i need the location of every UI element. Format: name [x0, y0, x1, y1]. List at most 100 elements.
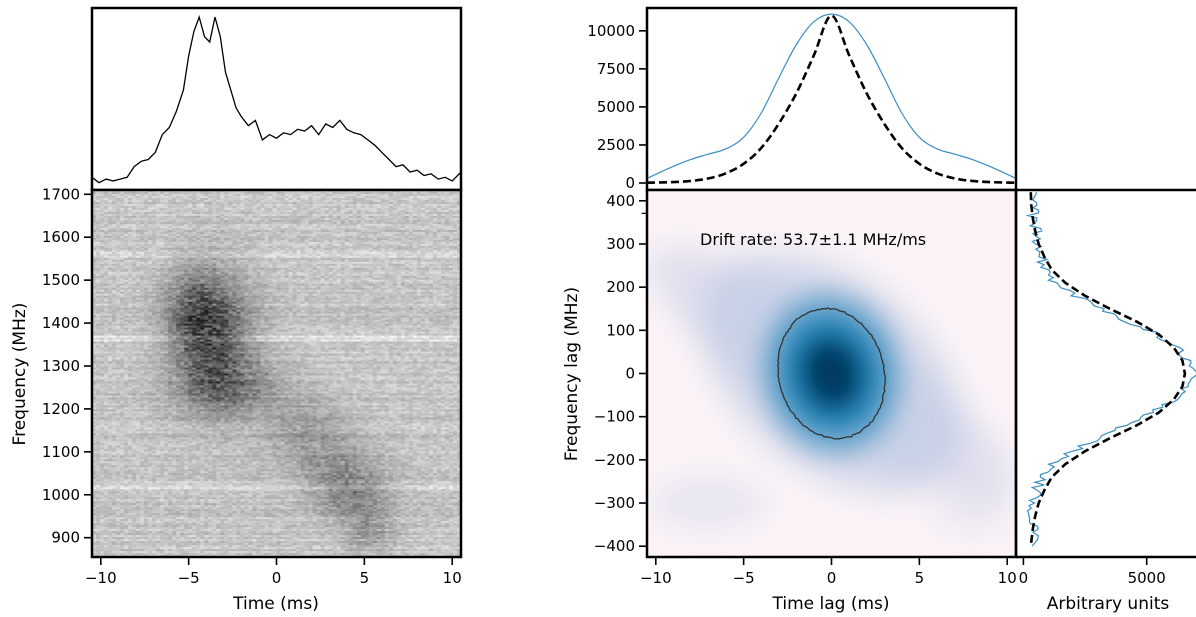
- spectrum-pixel: [240, 271, 245, 275]
- spectrum-pixel: [140, 277, 145, 281]
- spectrum-pixel: [376, 199, 382, 203]
- spectrum-pixel: [104, 211, 109, 215]
- spectrum-pixel: [232, 253, 237, 257]
- spectrum-pixel: [216, 245, 221, 249]
- spectrum-pixel: [128, 191, 133, 195]
- spectrum-pixel: [416, 191, 422, 195]
- spectrum-pixel: [256, 241, 261, 245]
- spectrum-pixel: [240, 277, 245, 281]
- spectrum-pixel: [284, 215, 289, 219]
- spectrum-pixel: [124, 287, 129, 291]
- spectrum-pixel: [108, 197, 113, 201]
- spectrum-pixel: [232, 213, 237, 217]
- spectrum-pixel: [180, 273, 185, 277]
- spectrum-pixel: [452, 213, 458, 217]
- spectrum-pixel: [408, 213, 414, 217]
- spectrum-pixel: [300, 197, 305, 201]
- spectrum-pixel: [404, 279, 410, 283]
- spectrum-pixel: [284, 255, 289, 259]
- spectrum-pixel: [212, 265, 217, 269]
- spectrum-pixel: [192, 229, 197, 233]
- spectrum-pixel: [132, 215, 137, 219]
- spectrum-pixel: [192, 295, 197, 298]
- spectrum-pixel: [188, 207, 193, 211]
- spectrum-pixel: [412, 239, 418, 243]
- spectrum-pixel: [216, 237, 221, 241]
- spectrum-pixel: [284, 263, 289, 267]
- spectrum-pixel: [152, 217, 157, 221]
- spectrum-pixel: [332, 243, 337, 247]
- spectrum-pixel: [408, 295, 414, 298]
- spectrum-pixel: [308, 213, 313, 217]
- spectrum-pixel: [356, 243, 362, 247]
- spectrum-pixel: [108, 231, 113, 235]
- spectrum-pixel: [156, 199, 161, 203]
- spectrum-pixel: [200, 231, 205, 235]
- spectrum-pixel: [140, 229, 145, 233]
- spectrum-pixel: [220, 251, 225, 255]
- spectrum-pixel: [268, 245, 273, 249]
- spectrum-pixel: [444, 265, 450, 269]
- spectrum-pixel: [168, 209, 173, 213]
- spectrum-pixel: [324, 213, 329, 217]
- spectrum-pixel: [340, 277, 345, 281]
- spectrum-pixel: [124, 251, 129, 255]
- spectrum-pixel: [236, 267, 241, 271]
- spectrum-pixel: [136, 293, 141, 297]
- spectrum-pixel: [280, 221, 285, 225]
- spectrum-pixel: [220, 275, 225, 279]
- spectrum-pixel: [316, 281, 321, 285]
- spectrum-pixel: [420, 205, 426, 209]
- spectrum-pixel: [156, 249, 161, 253]
- spectrum-pixel: [320, 289, 325, 293]
- spectrum-pixel: [252, 249, 257, 253]
- dynamic-spectrum-panel: −10 −5 0 5 109001000110012001300140015001600…: [10, 185, 463, 614]
- spectrum-pixel: [380, 249, 386, 253]
- spectrum-pixel: [336, 233, 341, 237]
- spectrum-pixel: [392, 191, 398, 195]
- spectrum-pixel: [172, 277, 177, 281]
- spectrum-pixel: [176, 227, 181, 231]
- spectrum-pixel: [144, 201, 149, 205]
- spectrum-pixel: [136, 243, 141, 247]
- spectrum-pixel: [444, 251, 450, 255]
- spectrum-pixel: [232, 231, 237, 235]
- spectrum-pixel: [104, 283, 109, 287]
- spectrum-pixel: [428, 273, 434, 277]
- spectrum-pixel: [388, 245, 394, 249]
- spectrum-pixel: [212, 237, 217, 241]
- spectrum-pixel: [196, 193, 201, 197]
- spectrum-pixel: [368, 247, 374, 251]
- spectrum-pixel: [292, 265, 297, 269]
- spectrum-pixel: [340, 235, 345, 239]
- spectrum-pixel: [392, 287, 398, 291]
- spectrum-pixel: [316, 249, 321, 253]
- spectrum-pixel: [196, 255, 201, 259]
- spectrum-pixel: [308, 287, 313, 291]
- spectrum-pixel: [232, 283, 237, 287]
- spectrum-pixel: [176, 269, 181, 273]
- spectrum-pixel: [244, 271, 249, 275]
- spectrum-pixel: [336, 265, 341, 269]
- spectrum-pixel: [168, 241, 173, 245]
- spectrum-pixel: [108, 275, 113, 279]
- spectrum-pixel: [416, 275, 422, 279]
- spectrum-pixel: [160, 193, 165, 197]
- spectrum-pixel: [400, 235, 406, 239]
- spectrum-pixel: [284, 257, 289, 261]
- spectrum-pixel: [140, 221, 145, 225]
- spectrum-pixel: [340, 211, 345, 215]
- spectrum-pixel: [448, 219, 454, 223]
- spectrum-pixel: [236, 205, 241, 209]
- spectrum-pixel: [408, 207, 414, 211]
- spectrum-pixel: [284, 277, 289, 281]
- spectrum-pixel: [144, 287, 149, 291]
- spectrum-pixel: [392, 225, 398, 229]
- spectrum-pixel: [132, 227, 137, 231]
- spectrum-pixel: [132, 255, 137, 259]
- spectrum-pixel: [260, 257, 265, 261]
- spectrum-pixel: [424, 193, 430, 197]
- spectrum-pixel: [204, 227, 209, 231]
- spectrum-pixel: [384, 213, 390, 217]
- spectrum-pixel: [356, 269, 362, 273]
